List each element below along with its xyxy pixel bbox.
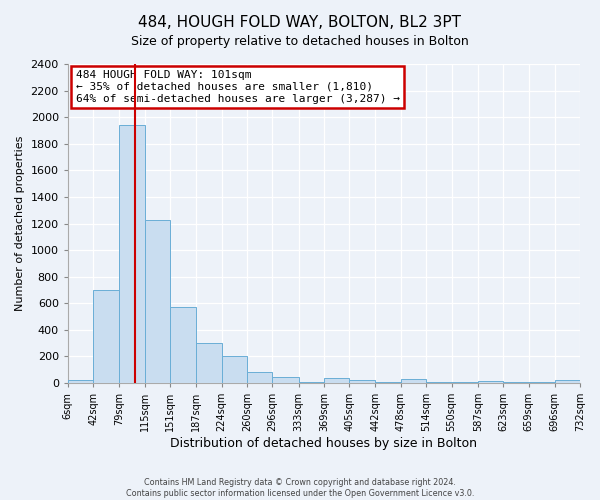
Text: Size of property relative to detached houses in Bolton: Size of property relative to detached ho… bbox=[131, 35, 469, 48]
Bar bbox=[170, 306, 196, 383]
Bar bbox=[299, 382, 324, 383]
Bar bbox=[452, 382, 478, 383]
Bar bbox=[247, 372, 272, 383]
Bar bbox=[272, 377, 299, 383]
Bar bbox=[68, 380, 93, 383]
Bar bbox=[478, 381, 503, 383]
Bar bbox=[93, 290, 119, 383]
Bar bbox=[376, 382, 401, 383]
Bar bbox=[401, 379, 426, 383]
Bar bbox=[145, 220, 170, 383]
Bar bbox=[119, 125, 145, 383]
Bar bbox=[221, 356, 247, 383]
Text: 484 HOUGH FOLD WAY: 101sqm
← 35% of detached houses are smaller (1,810)
64% of s: 484 HOUGH FOLD WAY: 101sqm ← 35% of deta… bbox=[76, 70, 400, 104]
Bar bbox=[324, 378, 349, 383]
X-axis label: Distribution of detached houses by size in Bolton: Distribution of detached houses by size … bbox=[170, 437, 478, 450]
Bar bbox=[529, 382, 554, 383]
Bar bbox=[554, 380, 580, 383]
Bar bbox=[349, 380, 376, 383]
Y-axis label: Number of detached properties: Number of detached properties bbox=[15, 136, 25, 311]
Bar bbox=[503, 382, 529, 383]
Bar bbox=[426, 382, 452, 383]
Text: Contains HM Land Registry data © Crown copyright and database right 2024.
Contai: Contains HM Land Registry data © Crown c… bbox=[126, 478, 474, 498]
Text: 484, HOUGH FOLD WAY, BOLTON, BL2 3PT: 484, HOUGH FOLD WAY, BOLTON, BL2 3PT bbox=[139, 15, 461, 30]
Bar bbox=[196, 343, 221, 383]
